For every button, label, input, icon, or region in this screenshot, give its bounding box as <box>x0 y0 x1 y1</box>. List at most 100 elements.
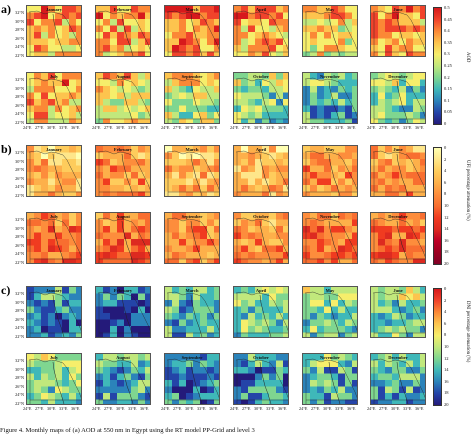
raster-cell <box>352 332 357 337</box>
raster-cell <box>41 12 49 20</box>
raster-cell <box>338 32 346 39</box>
raster-cell <box>303 38 311 46</box>
raster-cell <box>179 146 187 153</box>
raster-cell <box>317 6 325 13</box>
raster-cell <box>378 172 386 179</box>
raster-cell <box>371 159 379 166</box>
raster-cell <box>131 258 139 263</box>
raster-cell <box>331 32 339 39</box>
raster-cell <box>331 118 339 123</box>
raster-cell <box>406 159 414 166</box>
raster-cell <box>283 380 288 387</box>
raster-cell <box>241 12 249 20</box>
raster-cell <box>62 38 70 46</box>
raster-cell <box>103 12 111 20</box>
raster-cell <box>371 326 379 333</box>
raster-cell <box>76 300 81 307</box>
map-raster <box>303 6 357 56</box>
raster-cell <box>34 306 42 314</box>
colorbar <box>433 288 442 406</box>
raster-cell <box>385 51 393 56</box>
month-map: November <box>302 212 358 264</box>
raster-cell <box>345 313 353 320</box>
raster-cell <box>248 25 256 33</box>
raster-cell <box>310 19 318 26</box>
raster-cell <box>55 86 63 93</box>
raster-cell <box>34 32 42 39</box>
raster-cell <box>399 99 407 106</box>
raster-cell <box>69 112 77 119</box>
raster-cell <box>255 226 263 233</box>
raster-cell <box>420 112 425 119</box>
raster-cell <box>96 258 104 263</box>
raster-cell <box>27 185 35 192</box>
raster-cell <box>172 12 180 20</box>
raster-cell <box>117 73 125 80</box>
raster-cell <box>69 226 77 233</box>
raster-cell <box>207 399 215 404</box>
raster-cell <box>303 92 311 100</box>
raster-cell <box>172 213 180 220</box>
longitude-tick-label: 27°E <box>35 125 44 130</box>
raster-cell <box>269 319 277 327</box>
raster-cell <box>324 12 332 20</box>
raster-cell <box>269 373 277 381</box>
raster-cell <box>262 79 270 87</box>
raster-cell <box>255 293 263 301</box>
raster-cell <box>338 99 346 106</box>
longitude-tick-label: 24°E <box>299 125 308 130</box>
raster-cell <box>34 146 42 153</box>
raster-cell <box>352 12 357 20</box>
raster-cell <box>283 112 288 119</box>
raster-cell <box>179 219 187 227</box>
raster-cell <box>269 118 277 123</box>
raster-cell <box>385 386 393 394</box>
raster-cell <box>179 73 187 80</box>
raster-cell <box>283 73 288 80</box>
raster-cell <box>34 360 42 368</box>
raster-cell <box>378 399 386 404</box>
raster-cell <box>371 79 379 87</box>
raster-cell <box>138 252 146 259</box>
raster-cell <box>413 360 421 368</box>
raster-cell <box>371 172 379 179</box>
raster-cell <box>241 354 249 361</box>
raster-cell <box>345 146 353 153</box>
raster-cell <box>200 293 208 301</box>
raster-cell <box>345 165 353 173</box>
raster-cell <box>248 146 256 153</box>
latitude-tick-label: 24°N <box>15 184 24 189</box>
raster-cell <box>110 79 118 87</box>
raster-cell <box>276 226 284 233</box>
raster-cell <box>352 73 357 80</box>
raster-cell <box>276 99 284 106</box>
raster-cell <box>262 159 270 166</box>
raster-cell <box>34 319 42 327</box>
raster-cell <box>96 367 104 374</box>
longitude-tick-label: 30°E <box>185 406 194 411</box>
month-title: November <box>320 355 340 360</box>
raster-cell <box>310 239 318 246</box>
raster-cell <box>124 332 132 337</box>
raster-cell <box>303 252 311 259</box>
month-map: September <box>164 212 220 264</box>
raster-cell <box>207 185 215 192</box>
raster-cell <box>283 118 288 123</box>
raster-cell <box>214 191 219 196</box>
raster-cell <box>55 360 63 368</box>
raster-cell <box>200 152 208 160</box>
raster-cell <box>131 105 139 113</box>
raster-cell <box>345 386 353 394</box>
border-line <box>29 79 81 123</box>
raster-cell <box>179 373 187 381</box>
raster-cell <box>186 367 194 374</box>
figure-panel-1: b) January February March April May June July Au… <box>0 140 474 280</box>
nile-line <box>259 361 272 404</box>
raster-cell <box>200 172 208 179</box>
raster-cell <box>193 6 201 13</box>
raster-cell <box>207 245 215 253</box>
border-line <box>305 152 357 196</box>
raster-cell <box>41 258 49 263</box>
raster-cell <box>241 367 249 374</box>
raster-cell <box>338 51 346 56</box>
